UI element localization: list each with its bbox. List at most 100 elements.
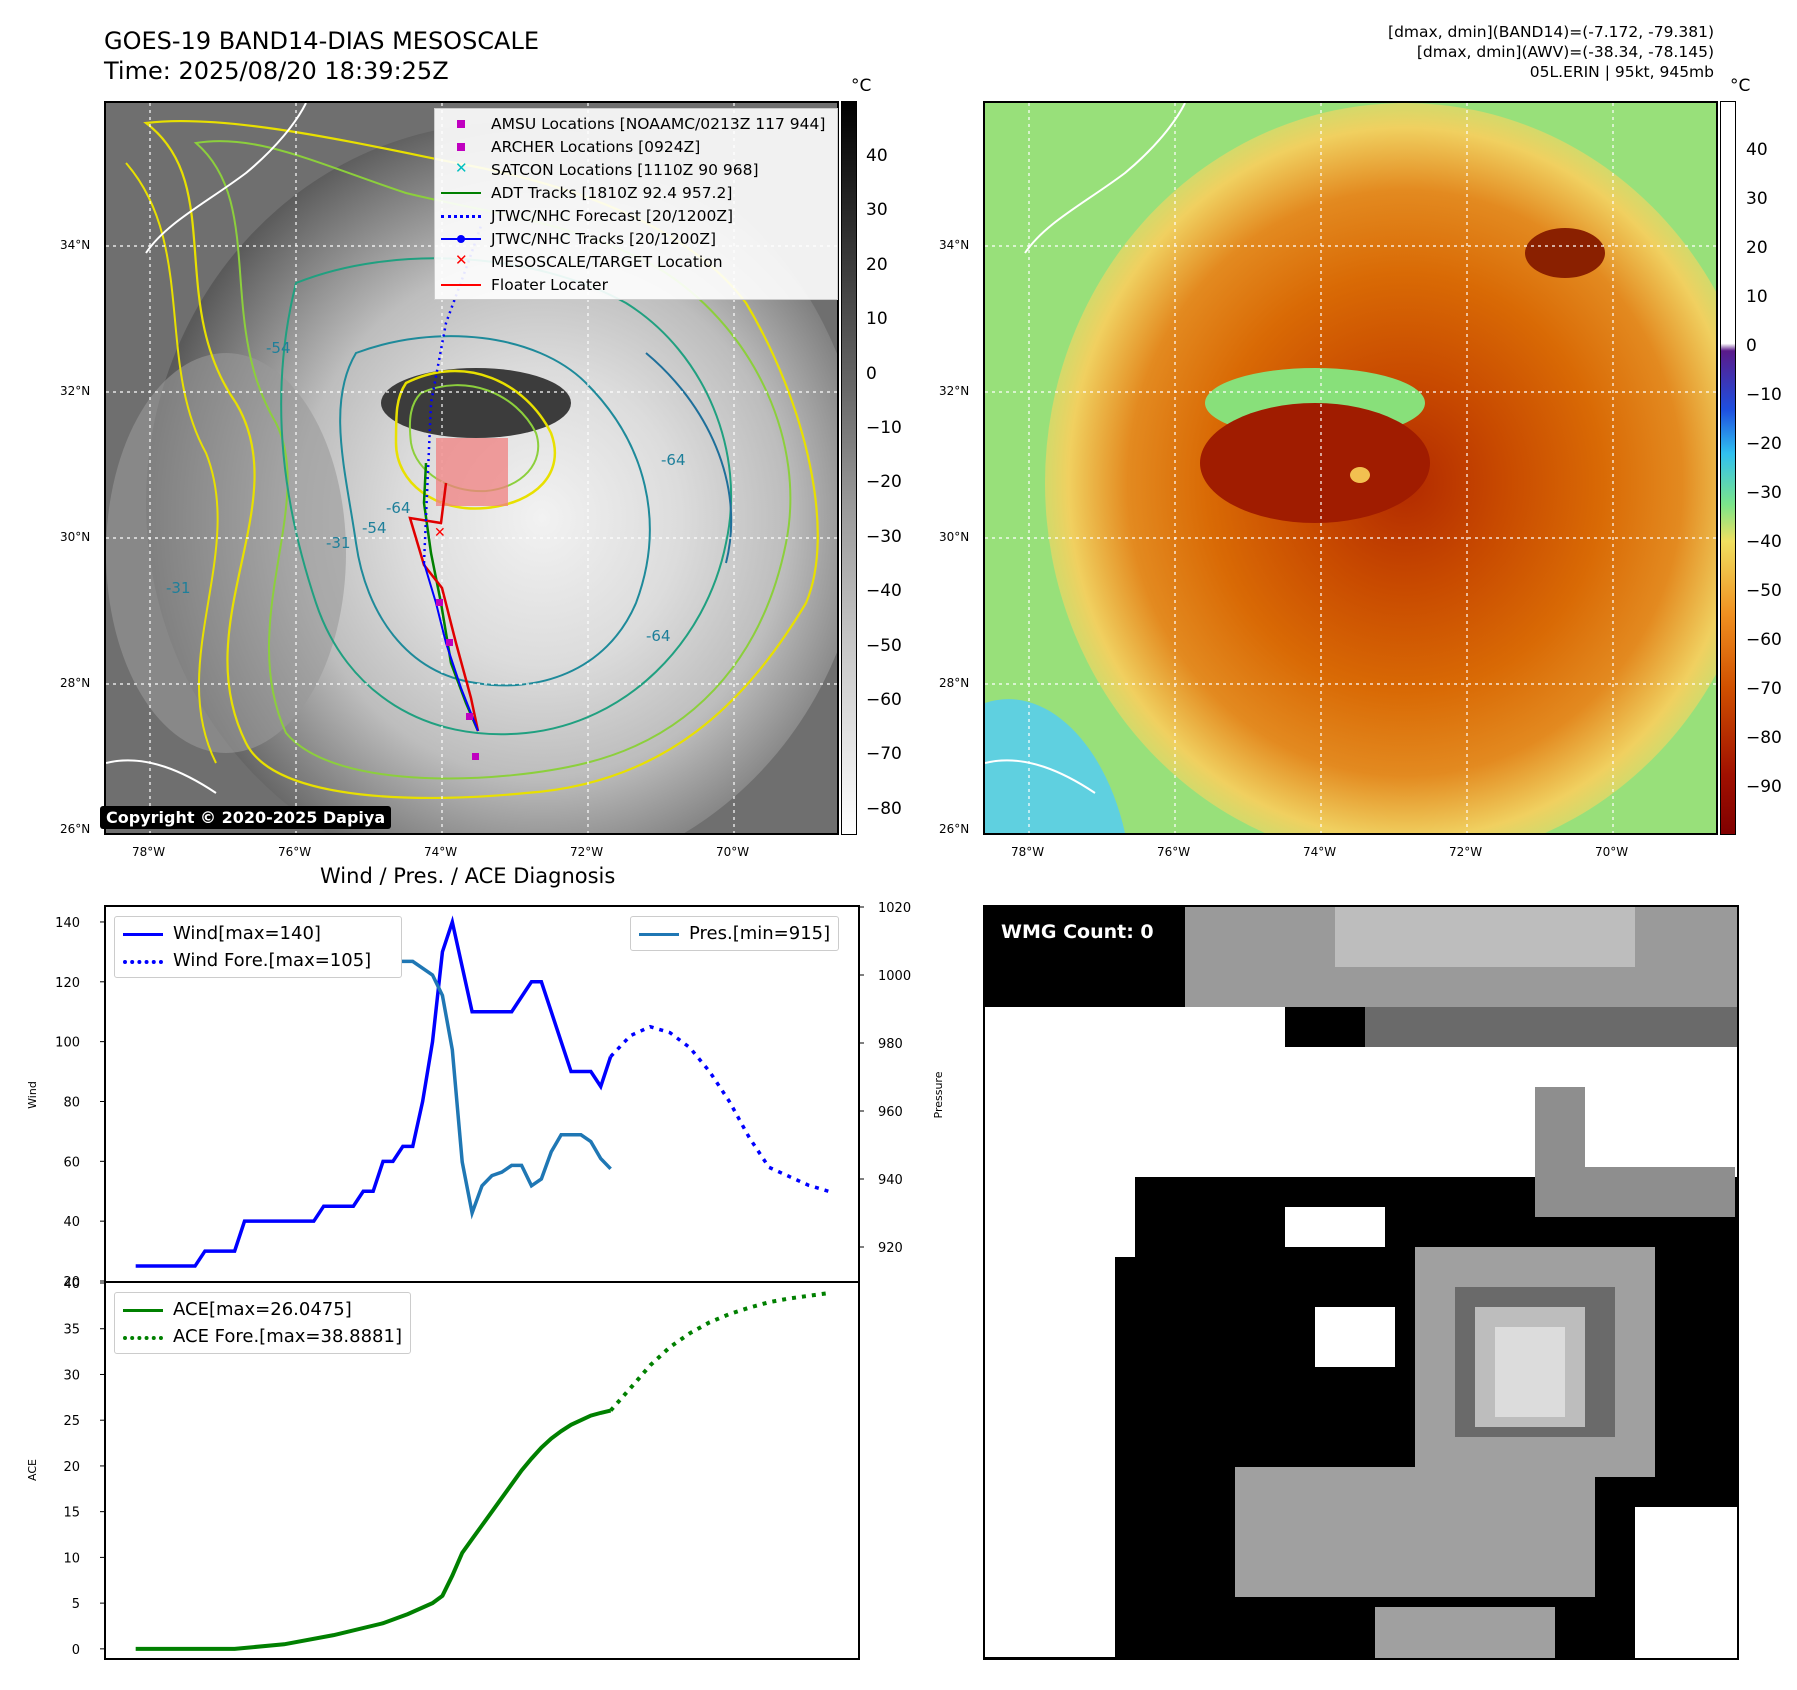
lon-label: 78°W	[1011, 845, 1045, 859]
colorbar-tick-label: 40	[866, 146, 888, 166]
ace-y-tick-label: 25	[63, 1414, 80, 1429]
svg-text:-31: -31	[166, 579, 191, 597]
wmg-svg	[985, 907, 1737, 1658]
ace-fore-legend-label: ACE Fore.[max=38.8881]	[173, 1326, 402, 1347]
diagnosis-title: Wind / Pres. / ACE Diagnosis	[320, 864, 616, 888]
lon-label: 72°W	[570, 845, 604, 859]
ace-fore-legend-line	[123, 1330, 163, 1344]
wmg-block	[1365, 1007, 1737, 1047]
colorbar-tick-label: −50	[866, 635, 902, 656]
legend-label: JTWC/NHC Tracks [20/1200Z]	[491, 229, 717, 248]
wmg-block	[985, 1007, 1285, 1107]
copyright-badge: Copyright © 2020-2025 Dapiya	[100, 806, 392, 829]
legend-row: ✕ SATCON Locations [1110Z 90 968]	[441, 158, 831, 181]
y-right-tick-label: 940	[878, 1173, 903, 1188]
ace-legend-line	[123, 1303, 163, 1317]
figure-title: GOES-19 BAND14-DIAS MESOSCALE Time: 2025/…	[104, 26, 539, 86]
wmg-block	[1235, 1467, 1595, 1597]
svg-text:-64: -64	[646, 627, 671, 645]
ace-legend: ACE[max=26.0475] ACE Fore.[max=38.8881]	[114, 1292, 411, 1354]
colorbar-tick-label: −60	[1746, 630, 1782, 650]
colorbar-tick-label: 30	[1746, 189, 1768, 209]
colorbar-tick-label: −80	[1746, 728, 1782, 748]
colorbar-tick-label: 30	[866, 200, 888, 221]
coastline	[145, 103, 307, 254]
ace-y-axis-label: ACE	[26, 1459, 39, 1481]
svg-text:-64: -64	[661, 451, 686, 469]
ace-y-tick-label: 40	[63, 1277, 80, 1292]
y-tick-label: 140	[55, 916, 80, 931]
ir-dark-band	[381, 368, 571, 438]
lat-label: 26°N	[60, 822, 91, 836]
legend-label: ARCHER Locations [0924Z]	[491, 137, 701, 156]
stats-block: [dmax, dmin](BAND14)=(-7.172, -79.381) […	[1388, 22, 1714, 82]
color-map-panel	[983, 101, 1718, 835]
lon-label: 72°W	[1449, 845, 1483, 859]
colorbar-tick-label: −40	[1746, 532, 1782, 552]
wmg-block	[1375, 1607, 1555, 1658]
svg-text:-31: -31	[326, 534, 351, 552]
svg-text:-54: -54	[362, 519, 387, 537]
floater-track	[408, 482, 480, 732]
legend-label: AMSU Locations [NOAAMC/0213Z 117 944]	[491, 114, 826, 133]
legend-row: ✕ MESOSCALE/TARGET Location	[441, 250, 831, 273]
y-right-tick-label: 1020	[878, 901, 911, 916]
colorbar-tick-label: 0	[1746, 336, 1757, 356]
wmg-count-badge: WMG Count: 0	[994, 918, 1161, 946]
wind-fore-legend-row: Wind Fore.[max=105]	[123, 947, 393, 974]
stats-line-1: [dmax, dmin](BAND14)=(-7.172, -79.381)	[1388, 23, 1714, 41]
contour-eye-yellow	[394, 369, 557, 510]
wind-legend-line	[123, 927, 163, 941]
coastline-south	[106, 759, 217, 794]
colorbar-tick-label: −60	[866, 690, 902, 710]
ace-legend-label: ACE[max=26.0475]	[173, 1299, 352, 1320]
target-marker: ✕	[434, 525, 446, 541]
pres-legend-row: Pres.[min=915]	[639, 920, 830, 947]
colorbar-tick-label: −10	[1746, 385, 1782, 405]
y-tick-label: 100	[55, 1036, 80, 1051]
legend-row: ADT Tracks [1810Z 92.4 957.2]	[441, 181, 831, 204]
colorbar-right-unit: °C	[1730, 76, 1751, 96]
legend-row: Floater Locater	[441, 273, 831, 296]
series-line	[609, 1024, 829, 1193]
y-tick-label: 40	[63, 1215, 80, 1230]
lat-label: 32°N	[939, 384, 970, 398]
y-right-tick-label: 980	[878, 1037, 903, 1052]
lon-label: 74°W	[424, 845, 458, 859]
y-tick-label: 120	[55, 976, 80, 991]
wmg-block	[1495, 1327, 1565, 1417]
stats-line-2: [dmax, dmin](AWV)=(-38.34, -78.145)	[1416, 43, 1714, 61]
colorbar-tick-label: −10	[866, 418, 902, 438]
ace-chart-panel	[104, 1281, 860, 1660]
lon-label: 70°W	[716, 845, 750, 859]
legend-symbol	[441, 186, 481, 200]
legend-symbol: ✕	[455, 158, 468, 177]
color-eyewall	[1200, 403, 1430, 523]
lat-label: 34°N	[60, 238, 91, 252]
color-map-svg	[985, 103, 1716, 833]
amsu-markers	[436, 599, 479, 760]
lat-label: 30°N	[60, 530, 91, 544]
colorbar-tick-label: 40	[1746, 140, 1768, 160]
y-axis-label: Wind	[26, 1081, 39, 1109]
legend-symbol	[441, 209, 481, 223]
wmg-block	[985, 1177, 1135, 1257]
y-tick-label: 80	[63, 1095, 80, 1110]
color-graticule	[985, 103, 1716, 833]
colorbar-tick-label: −30	[866, 526, 902, 547]
wmg-block	[1585, 1067, 1737, 1167]
color-coastline	[1024, 103, 1186, 254]
colorbar-tick-label: −80	[866, 798, 902, 819]
colorbar-tick-label: 10	[1746, 287, 1768, 307]
contour-labels: -64 -54 -31 -64 -64 -54 -31	[166, 339, 686, 645]
y-tick-label: 20	[63, 1275, 80, 1290]
legend-label: SATCON Locations [1110Z 90 968]	[491, 160, 759, 179]
ace-series-line	[609, 1291, 829, 1412]
ace-y-tick-label: 0	[72, 1643, 80, 1658]
legend-row: JTWC/NHC Forecast [20/1200Z]	[441, 204, 831, 227]
legend-label: MESOSCALE/TARGET Location	[491, 252, 723, 271]
wmg-block	[985, 1257, 1115, 1657]
contour-yellow-west	[125, 162, 219, 764]
ace-y-tick-label: 15	[63, 1506, 80, 1521]
pres-legend-label: Pres.[min=915]	[689, 923, 831, 944]
